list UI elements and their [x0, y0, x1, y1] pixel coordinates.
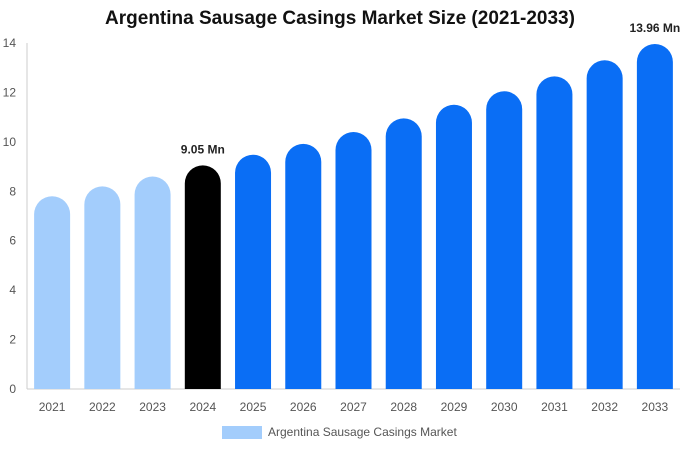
- bar-2028[interactable]: [385, 118, 422, 389]
- x-tick-label: 2029: [441, 400, 468, 414]
- bar-2031[interactable]: [536, 76, 573, 390]
- bar-2022[interactable]: [84, 186, 121, 389]
- y-tick-label: 14: [3, 36, 17, 50]
- bar-2029[interactable]: [435, 104, 472, 390]
- legend-label: Argentina Sausage Casings Market: [268, 425, 457, 439]
- legend[interactable]: Argentina Sausage Casings Market: [222, 425, 457, 439]
- chart-title: Argentina Sausage Casings Market Size (2…: [105, 8, 575, 29]
- x-tick-label: 2023: [139, 400, 166, 414]
- data-label: 9.05 Mn: [181, 142, 225, 156]
- x-tick-label: 2031: [541, 400, 568, 414]
- x-tick-label: 2026: [290, 400, 317, 414]
- y-tick-label: 10: [3, 135, 17, 149]
- bar-2032[interactable]: [586, 60, 623, 389]
- x-tick-label: 2032: [591, 400, 618, 414]
- x-tick-label: 2027: [340, 400, 367, 414]
- x-tick-label: 2030: [491, 400, 518, 414]
- x-tick-label: 2025: [240, 400, 267, 414]
- legend-swatch: [222, 425, 262, 439]
- bar-2033[interactable]: [636, 43, 673, 389]
- bar-2025[interactable]: [235, 154, 272, 389]
- y-tick-label: 6: [9, 234, 16, 248]
- x-tick-label: 2021: [39, 400, 66, 414]
- bar-2026[interactable]: [285, 143, 322, 389]
- bar-2030[interactable]: [486, 91, 523, 389]
- x-tick-label: 2024: [189, 400, 216, 414]
- y-tick-label: 0: [9, 382, 16, 396]
- y-tick-label: 12: [3, 85, 17, 99]
- y-tick-label: 4: [9, 283, 16, 297]
- bar-2027[interactable]: [335, 131, 372, 389]
- bar-2021[interactable]: [34, 196, 71, 389]
- y-tick-label: 8: [9, 184, 16, 198]
- bar-2024[interactable]: [184, 165, 221, 389]
- x-tick-label: 2022: [89, 400, 116, 414]
- x-tick-label: 2033: [642, 400, 669, 414]
- bar-2023[interactable]: [134, 176, 171, 389]
- data-label: 13.96 Mn: [630, 21, 680, 35]
- y-tick-label: 2: [9, 333, 16, 347]
- x-tick-label: 2028: [390, 400, 417, 414]
